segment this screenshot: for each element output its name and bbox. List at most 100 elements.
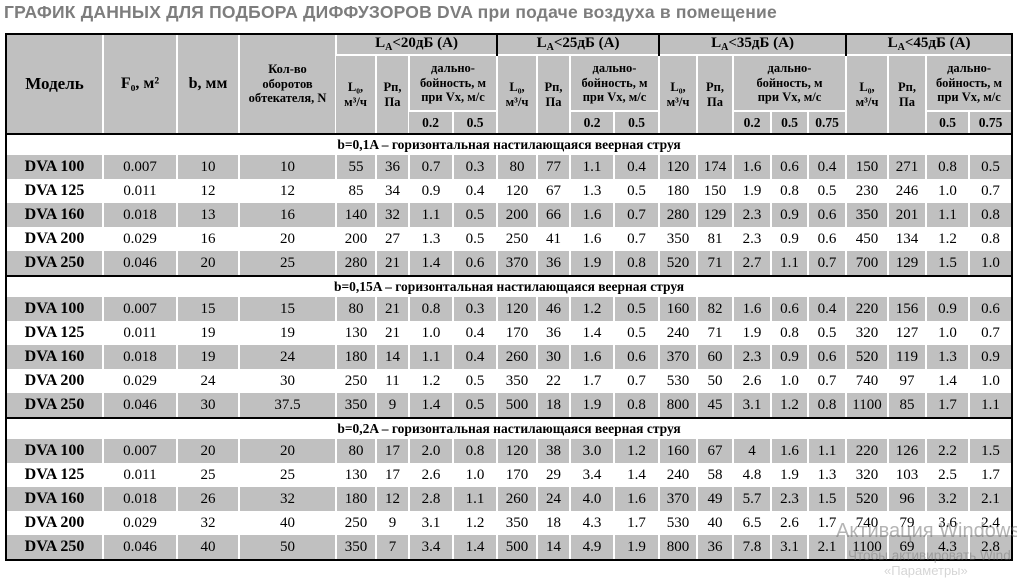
data-cell: 60 (696, 345, 733, 369)
data-cell: 0.8 (770, 321, 808, 345)
data-cell: 1.4 (569, 321, 614, 345)
data-cell: 5.7 (732, 487, 771, 511)
data-cell: 0.5 (452, 393, 497, 418)
data-cell: 520 (845, 487, 889, 511)
data-cell: 0.046 (102, 251, 177, 276)
data-cell: 2.0 (408, 439, 453, 463)
data-cell: 3.2 (925, 487, 970, 511)
group-label-sub: A (385, 42, 393, 54)
data-cell: 0.018 (102, 203, 177, 227)
section-title: b=0,2A – горизонтальная настилающаяся ве… (6, 417, 1013, 439)
data-cell: 66 (536, 203, 570, 227)
group-label-sub: A (721, 42, 729, 54)
data-cell: 1.4 (408, 251, 453, 276)
data-cell: 180 (335, 345, 376, 369)
data-cell: 3.6 (925, 511, 970, 535)
model-cell: DVA 125 (6, 179, 103, 203)
data-cell: 0.6 (806, 203, 847, 227)
table-row: DVA 160 0.018 13 16 140 32 1.1 0.5 200 66 1.6 0.7 28… (6, 203, 1013, 227)
data-cell: 32 (375, 203, 409, 227)
group-header-35db: LA<35дБ (А) (657, 34, 847, 56)
dva-data-table: Модель F₀, м² b, мм Кол-во оборотов обте… (5, 33, 1014, 561)
data-cell: 1.5 (968, 439, 1013, 463)
data-cell: 1.0 (968, 369, 1013, 393)
group-header-25db: LA<25дБ (А) (496, 34, 659, 56)
data-cell: 0.007 (102, 297, 177, 321)
data-cell: 0.5 (452, 227, 497, 251)
data-cell: 103 (887, 463, 927, 487)
data-cell: 20 (176, 251, 239, 276)
data-cell: 1.9 (732, 321, 771, 345)
data-cell: 24 (238, 345, 336, 369)
data-cell: 16 (176, 227, 239, 251)
data-cell: 1.7 (925, 393, 970, 418)
data-cell: 19 (176, 321, 239, 345)
group-label-cond: <45дБ (А) (904, 35, 971, 52)
data-cell: 1.0 (452, 463, 497, 487)
group-label-cond: <20дБ (А) (392, 35, 458, 52)
data-cell: 1.6 (732, 297, 771, 321)
data-cell: 82 (696, 297, 733, 321)
data-cell: 120 (496, 179, 537, 203)
table-row: DVA 100 0.007 15 15 80 21 0.8 0.3 120 46 1.2 0.5 160… (6, 297, 1013, 321)
data-cell: 740 (845, 369, 889, 393)
group-label-sub: A (897, 42, 905, 54)
data-cell: 350 (335, 393, 376, 418)
col-header-flow: L₀, м³/ч (496, 55, 537, 134)
data-cell: 55 (335, 155, 376, 179)
group-label-main: L (711, 35, 722, 52)
data-cell: 0.7 (806, 251, 847, 276)
data-cell: 40 (238, 511, 336, 535)
data-cell: 0.029 (102, 369, 177, 393)
data-cell: 740 (845, 511, 889, 535)
col-header-f0: F₀, м² (102, 34, 177, 134)
data-cell: 0.029 (102, 511, 177, 535)
data-cell: 0.6 (968, 297, 1013, 321)
data-cell: 2.6 (770, 511, 808, 535)
data-cell: 7 (375, 535, 409, 560)
speed-header: 0.5 (770, 111, 808, 134)
data-cell: 69 (887, 535, 927, 560)
data-cell: 0.018 (102, 345, 177, 369)
col-header-pressure: Рп, Па (375, 55, 409, 134)
data-cell: 1.2 (569, 297, 614, 321)
data-cell: 240 (658, 321, 697, 345)
data-cell: 58 (696, 463, 733, 487)
data-cell: 320 (845, 463, 889, 487)
data-cell: 0.018 (102, 487, 177, 511)
col-header-range: дально- бойность, м при Vx, м/с (925, 55, 1013, 112)
page-title: ГРАФИК ДАННЫХ ДЛЯ ПОДБОРА ДИФФУЗОРОВ DVA… (4, 2, 777, 22)
data-cell: 2.1 (968, 487, 1013, 511)
data-cell: 0.9 (770, 345, 808, 369)
data-cell: 0.6 (770, 297, 808, 321)
data-cell: 0.6 (613, 345, 659, 369)
data-cell: 0.4 (806, 155, 847, 179)
data-cell: 1.6 (569, 203, 614, 227)
data-cell: 350 (335, 535, 376, 560)
data-cell: 450 (845, 227, 889, 251)
data-cell: 700 (845, 251, 889, 276)
data-cell: 174 (696, 155, 733, 179)
data-cell: 2.7 (732, 251, 771, 276)
data-cell: 170 (496, 463, 537, 487)
col-header-flow: L₀, м³/ч (845, 55, 889, 134)
data-cell: 24 (536, 487, 570, 511)
model-cell: DVA 100 (6, 439, 103, 463)
data-cell: 0.7 (968, 321, 1013, 345)
data-cell: 0.5 (452, 203, 497, 227)
col-header-range: дально- бойность, м при Vx, м/с (408, 55, 497, 112)
data-cell: 1.9 (569, 251, 614, 276)
col-header-pressure: Рп, Па (887, 55, 927, 134)
data-cell: 1.2 (925, 227, 970, 251)
data-cell: 25 (238, 251, 336, 276)
data-cell: 119 (887, 345, 927, 369)
col-header-pressure: Рп, Па (696, 55, 733, 134)
data-cell: 14 (536, 535, 570, 560)
data-cell: 29 (536, 463, 570, 487)
speed-header: 0.75 (968, 111, 1013, 134)
model-cell: DVA 100 (6, 155, 103, 179)
model-cell: DVA 160 (6, 487, 103, 511)
col-header-b: b, мм (176, 34, 239, 134)
data-cell: 370 (658, 345, 697, 369)
data-cell: 18 (536, 511, 570, 535)
